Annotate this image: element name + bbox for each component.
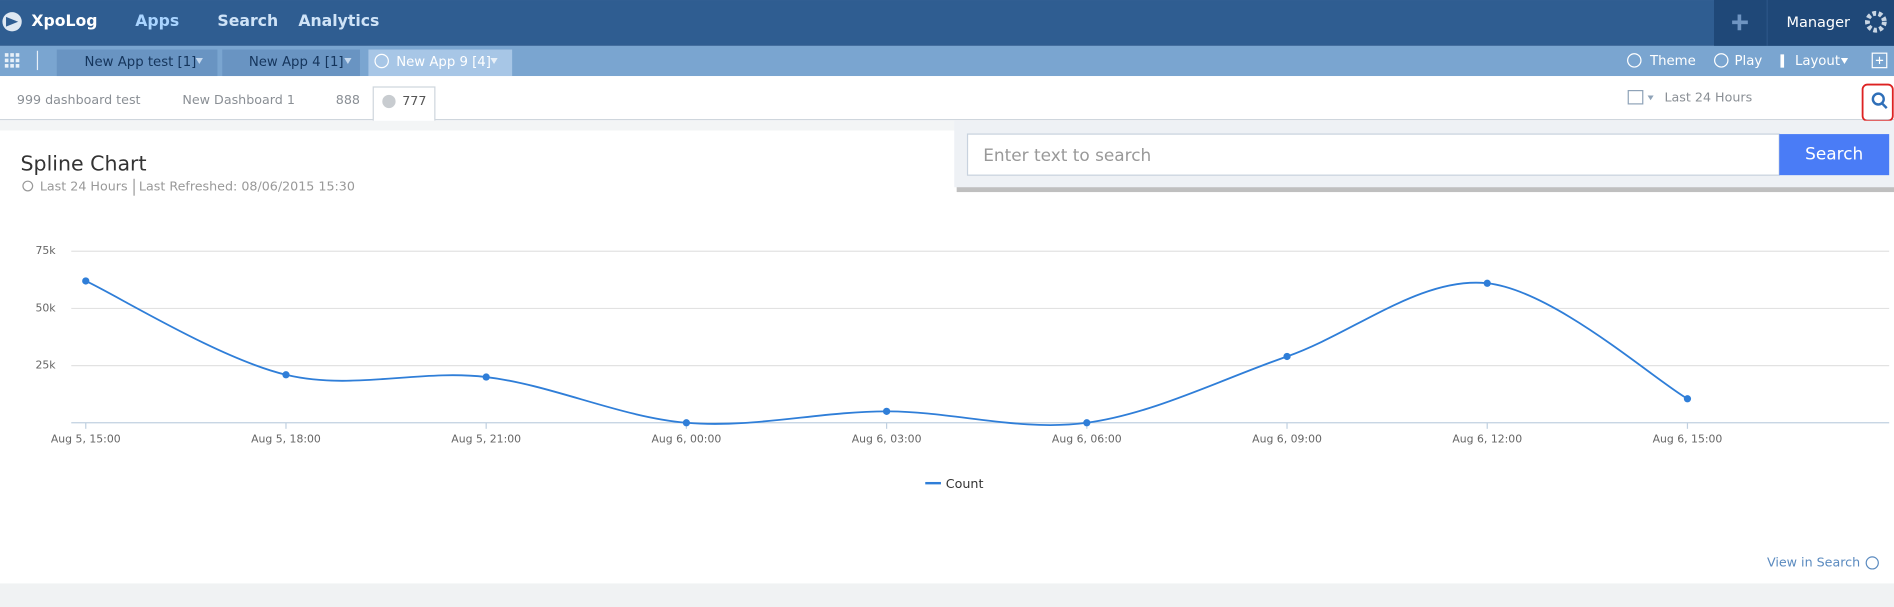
last-refreshed: Last Refreshed: 08/06/2015 15:30 bbox=[139, 179, 355, 194]
data-point bbox=[1083, 419, 1091, 427]
legend-label: Count bbox=[946, 476, 984, 491]
time-range[interactable]: Last 24 Hours bbox=[1664, 89, 1752, 104]
search-icon bbox=[1871, 92, 1885, 106]
data-point bbox=[1483, 279, 1491, 287]
user-name[interactable]: Manager bbox=[1786, 15, 1850, 31]
y-tick-label: 25k bbox=[35, 359, 56, 372]
add-app-icon[interactable] bbox=[1871, 52, 1888, 69]
search-placeholder[interactable]: Enter text to search bbox=[983, 145, 1151, 165]
app-tab[interactable] bbox=[222, 49, 360, 77]
view-in-search-link[interactable]: View in Search bbox=[1767, 554, 1860, 569]
layout-menu-arrow[interactable] bbox=[1840, 57, 1849, 65]
search-icon-handle bbox=[1881, 102, 1888, 109]
spline-line bbox=[85, 280, 1688, 427]
x-tick-label: Aug 6, 03:00 bbox=[852, 433, 922, 446]
x-tick-label: Aug 5, 15:00 bbox=[51, 433, 121, 446]
toolbar-item[interactable]: Play bbox=[1735, 54, 1763, 69]
tab-menu-arrow[interactable] bbox=[195, 57, 203, 65]
search-button[interactable] bbox=[1779, 134, 1890, 176]
add-button[interactable] bbox=[1732, 14, 1748, 31]
dashboard-tab[interactable]: 777 bbox=[402, 93, 426, 108]
y-tick-label: 75k bbox=[35, 244, 56, 257]
x-tick-label: Aug 6, 00:00 bbox=[652, 433, 722, 446]
link-icon[interactable] bbox=[1865, 556, 1879, 570]
clock-icon bbox=[22, 180, 34, 192]
logo: XpoLog bbox=[31, 11, 97, 30]
gap bbox=[0, 120, 1894, 131]
close-tab-icon[interactable] bbox=[374, 53, 389, 69]
app-tab-label[interactable]: New App 9 [4] bbox=[396, 55, 491, 70]
top-bar bbox=[0, 0, 1894, 46]
logo-mark bbox=[6, 16, 19, 27]
y-tick-label: 50k bbox=[35, 301, 56, 314]
x-tick-label: Aug 6, 12:00 bbox=[1452, 433, 1522, 446]
dashboard-tab[interactable]: 999 dashboard test bbox=[17, 92, 141, 107]
data-point bbox=[682, 419, 691, 427]
chart: 25k 50k 75k Aug 5, 15:00 Aug 5, 18:00 Aug 5, … bbox=[35, 244, 1890, 491]
close-tab-icon[interactable] bbox=[382, 94, 396, 109]
widget-title: Spline Chart bbox=[21, 151, 147, 175]
x-tick-label: Aug 5, 21:00 bbox=[451, 433, 521, 446]
calendar-icon[interactable] bbox=[1627, 90, 1644, 105]
data-point bbox=[882, 407, 891, 415]
settings-icon[interactable] bbox=[1865, 10, 1887, 33]
data-point bbox=[1283, 352, 1291, 361]
app-tab[interactable] bbox=[56, 49, 218, 77]
theme-icon[interactable] bbox=[1627, 53, 1642, 68]
play-icon[interactable] bbox=[1714, 53, 1729, 68]
toolbar-item[interactable]: Theme bbox=[1649, 54, 1696, 69]
nav-item[interactable]: Search bbox=[217, 11, 278, 30]
footer-band bbox=[0, 583, 1894, 607]
layout-icon[interactable] bbox=[1780, 54, 1785, 68]
tab-menu-arrow[interactable] bbox=[490, 57, 498, 65]
nav-item[interactable]: Apps bbox=[135, 11, 179, 30]
add-app-plus bbox=[1875, 56, 1884, 65]
data-point bbox=[82, 277, 90, 285]
tab-menu-arrow[interactable] bbox=[344, 57, 352, 65]
x-tick-label: Aug 6, 09:00 bbox=[1252, 433, 1322, 446]
apps-grid-icon[interactable] bbox=[4, 53, 20, 68]
search-input[interactable] bbox=[966, 133, 1780, 176]
search-button-label[interactable]: Search bbox=[1805, 144, 1863, 164]
dashboard-tab[interactable]: 888 bbox=[336, 92, 360, 107]
x-tick-label: Aug 6, 06:00 bbox=[1052, 433, 1122, 446]
nav-item[interactable]: Analytics bbox=[298, 11, 379, 30]
toolbar-item[interactable]: Layout bbox=[1795, 54, 1840, 69]
data-point bbox=[282, 371, 290, 379]
app-tab-label[interactable]: New App test [1] bbox=[85, 55, 197, 70]
widget-time-range: Last 24 Hours bbox=[40, 179, 128, 194]
dashboard-tab[interactable]: New Dashboard 1 bbox=[182, 92, 295, 107]
app-tab-label[interactable]: New App 4 [1] bbox=[249, 55, 344, 70]
x-tick-label: Aug 6, 15:00 bbox=[1653, 433, 1723, 446]
data-point bbox=[1683, 395, 1692, 403]
data-point bbox=[482, 373, 490, 381]
dashboard-tab-bar bbox=[0, 76, 1894, 120]
calendar-arrow[interactable] bbox=[1647, 95, 1654, 101]
app-tab-active[interactable] bbox=[368, 49, 513, 77]
x-tick-label: Aug 5, 18:00 bbox=[251, 433, 321, 446]
